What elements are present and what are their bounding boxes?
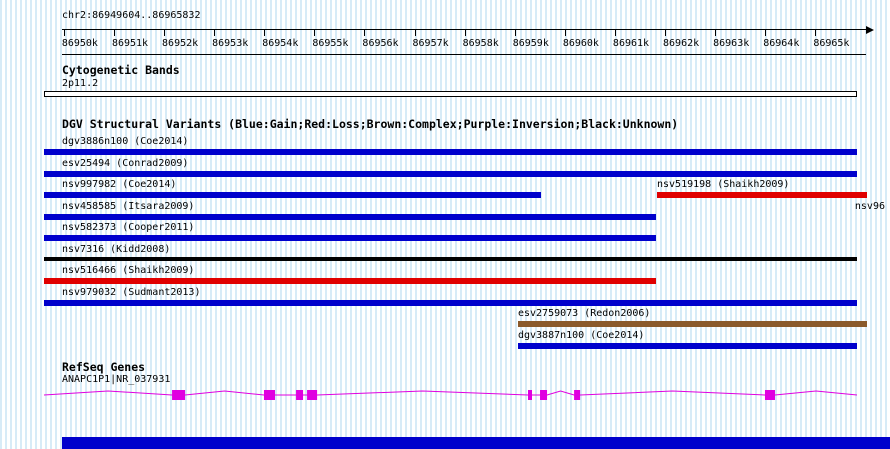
- region-title: chr2:86949604..86965832: [62, 10, 201, 21]
- variant-label[interactable]: nsv7316 (Kidd2008): [62, 243, 171, 255]
- ruler-tick: [765, 29, 767, 36]
- variant-bar[interactable]: [44, 170, 857, 177]
- variant-label[interactable]: nsv997982 (Coe2014): [62, 179, 177, 190]
- variant-label[interactable]: dgv3887n100 (Coe2014): [517, 329, 645, 341]
- variant-bar[interactable]: [517, 321, 867, 327]
- ruler-tick-label: 86957k: [412, 38, 449, 49]
- bottom-panel-bar: [62, 437, 890, 449]
- ruler-tick-label: 86955k: [312, 38, 349, 49]
- variant-label[interactable]: nsv516466 (Shaikh2009): [62, 265, 195, 276]
- cytogenetic-section-title: Cytogenetic Bands: [62, 63, 180, 77]
- ruler-arrow-right-icon: [866, 26, 874, 34]
- ruler-tick: [214, 29, 216, 36]
- gene-exon[interactable]: [263, 390, 276, 400]
- gene-exon[interactable]: [528, 390, 533, 400]
- ruler-tick-label: 86953k: [212, 38, 249, 49]
- variant-bar[interactable]: [657, 192, 867, 198]
- ruler-tick-label: 86952k: [162, 38, 199, 49]
- ruler-tick-label: 86959k: [512, 38, 549, 49]
- ruler-tick-label: 86964k: [763, 38, 800, 49]
- variant-label[interactable]: nsv519198 (Shaikh2009): [657, 179, 790, 190]
- ruler-tick: [364, 29, 366, 36]
- ruler-tick-label: 86960k: [562, 38, 599, 49]
- ruler-tick: [164, 29, 166, 36]
- variant-label[interactable]: esv2759073 (Redon2006): [517, 308, 651, 319]
- ruler-axis-line: [62, 29, 866, 30]
- variant-bar[interactable]: [44, 256, 857, 261]
- gene-exon[interactable]: [296, 390, 304, 400]
- ruler-tick-label: 86954k: [262, 38, 299, 49]
- ruler-tick: [815, 29, 817, 36]
- variant-bar[interactable]: [44, 149, 857, 155]
- gene-exon[interactable]: [574, 390, 581, 400]
- variant-label[interactable]: nsv979032 (Sudmant2013): [62, 286, 201, 298]
- variant-bar[interactable]: [44, 213, 656, 220]
- variant-bar[interactable]: [44, 299, 857, 306]
- ruler-tick-label: 86950k: [61, 38, 98, 49]
- ruler-tick: [113, 29, 115, 36]
- dgv-section-title: DGV Structural Variants (Blue:Gain;Red:L…: [62, 117, 679, 131]
- ruler-tick-label: 86963k: [713, 38, 750, 49]
- ruler-tick-label: 86965k: [813, 38, 850, 49]
- variant-label[interactable]: nsv96: [854, 200, 885, 212]
- variant-bar[interactable]: [44, 278, 656, 284]
- refseq-section-title: RefSeq Genes: [62, 360, 146, 374]
- ruler-tick: [464, 29, 466, 36]
- ruler-tick: [715, 29, 717, 36]
- ruler-tick-label: 86961k: [612, 38, 650, 49]
- variant-bar[interactable]: [44, 235, 656, 241]
- ruler-tick: [564, 29, 566, 36]
- variant-bar[interactable]: [44, 192, 541, 198]
- gene-label[interactable]: ANAPC1P1|NR_037931: [62, 374, 171, 385]
- ruler-tick: [63, 29, 65, 36]
- cytoband-label[interactable]: 2p11.2: [62, 78, 99, 89]
- gene-exon[interactable]: [172, 390, 186, 400]
- ruler-tick: [314, 29, 316, 36]
- variant-label[interactable]: nsv582373 (Cooper2011): [62, 222, 195, 233]
- section-separator: [62, 54, 866, 55]
- ruler-tick-label: 86962k: [663, 38, 700, 49]
- ruler-tick: [264, 29, 266, 36]
- gene-intron-line: [43, 390, 858, 396]
- variant-label[interactable]: dgv3886n100 (Coe2014): [62, 136, 189, 147]
- variant-bar[interactable]: [517, 342, 857, 349]
- ruler-tick-label: 86956k: [362, 38, 399, 49]
- gene-exon[interactable]: [764, 390, 775, 400]
- gene-exon[interactable]: [307, 390, 318, 400]
- gene-exon[interactable]: [540, 390, 548, 400]
- ruler-tick: [414, 29, 416, 36]
- gene-glyph[interactable]: [40, 384, 874, 408]
- ruler-tick-label: 86958k: [462, 38, 499, 49]
- ruler-tick-label: 86951k: [111, 38, 149, 49]
- ruler-tick: [665, 29, 667, 36]
- variant-label[interactable]: esv25494 (Conrad2009): [62, 157, 189, 169]
- ruler-tick: [614, 29, 616, 36]
- cytoband-box[interactable]: [44, 91, 857, 97]
- ruler-tick: [514, 29, 516, 36]
- variant-label[interactable]: nsv458585 (Itsara2009): [62, 200, 195, 212]
